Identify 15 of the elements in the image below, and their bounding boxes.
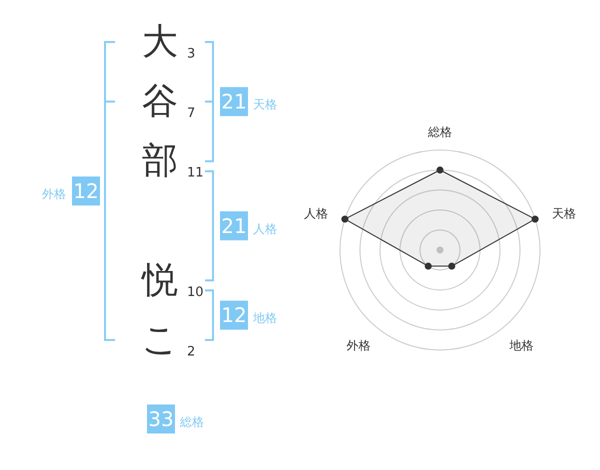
total: 21 [220, 87, 248, 116]
label: 地格 [253, 311, 277, 326]
total: 21 [220, 211, 248, 240]
label: 総格 [180, 415, 204, 429]
total: 12 [72, 176, 100, 206]
character: 谷 [142, 81, 178, 122]
total: 12 [220, 300, 248, 330]
label: 外格 [42, 187, 66, 201]
character: 悦 [142, 260, 178, 301]
character: こ [142, 320, 178, 360]
label: 人格 [253, 222, 277, 236]
character: 大 [142, 22, 178, 62]
total: 33 [147, 404, 175, 434]
label: 天格 [253, 98, 277, 112]
character: 部 [142, 140, 178, 182]
